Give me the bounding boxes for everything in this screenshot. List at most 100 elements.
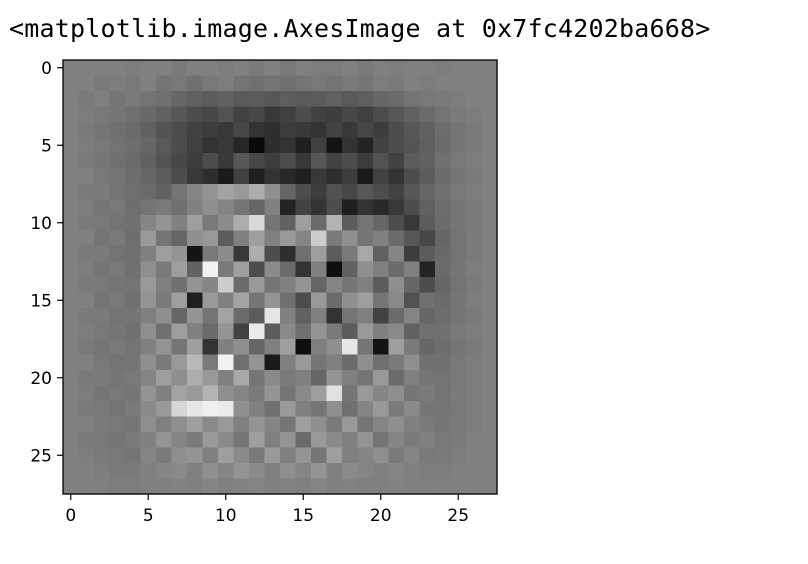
heatmap-cell	[280, 215, 297, 232]
heatmap-cell	[280, 91, 297, 108]
heatmap-cell	[295, 75, 312, 92]
heatmap-cell	[481, 339, 498, 356]
axes-frame	[62, 59, 498, 495]
heatmap-cell	[125, 416, 142, 433]
heatmap-cell	[78, 199, 95, 216]
heatmap-cell	[435, 277, 452, 294]
heatmap-cell	[140, 401, 157, 418]
heatmap-cell	[311, 323, 328, 340]
heatmap-cell	[233, 277, 250, 294]
heatmap-cell	[249, 246, 266, 263]
heatmap-cell	[218, 308, 235, 325]
heatmap-cell	[125, 230, 142, 247]
heatmap-cell	[311, 292, 328, 309]
heatmap-cell	[311, 385, 328, 402]
heatmap-cell	[280, 184, 297, 201]
heatmap-cell	[218, 199, 235, 216]
heatmap-cell	[63, 416, 80, 433]
heatmap-cell	[419, 137, 436, 154]
heatmap-cell	[249, 308, 266, 325]
heatmap-cell	[156, 463, 173, 480]
heatmap-cell	[264, 339, 281, 356]
heatmap-cell	[373, 261, 390, 278]
heatmap-cell	[481, 60, 498, 77]
heatmap-cell	[218, 261, 235, 278]
heatmap-cell	[280, 230, 297, 247]
heatmap-cell	[404, 230, 421, 247]
heatmap-cell	[466, 215, 483, 232]
heatmap-cell	[450, 385, 467, 402]
heatmap-cell	[140, 137, 157, 154]
heatmap-cell	[140, 91, 157, 108]
heatmap-cell	[233, 246, 250, 263]
heatmap-cell	[171, 339, 188, 356]
heatmap-cell	[419, 184, 436, 201]
heatmap-cell	[326, 60, 343, 77]
heatmap-cell	[404, 385, 421, 402]
heatmap-cell	[202, 215, 219, 232]
heatmap-cell	[264, 416, 281, 433]
heatmap-cell	[311, 261, 328, 278]
heatmap-cell	[125, 199, 142, 216]
heatmap-cell	[280, 246, 297, 263]
heatmap-cell	[280, 153, 297, 170]
heatmap-cell	[249, 401, 266, 418]
heatmap-cell	[342, 323, 359, 340]
heatmap-cell	[388, 354, 405, 371]
heatmap-cell	[419, 308, 436, 325]
heatmap-cell	[218, 230, 235, 247]
heatmap-cell	[156, 292, 173, 309]
heatmap-cell	[202, 323, 219, 340]
heatmap-cell	[125, 246, 142, 263]
heatmap-cell	[94, 385, 111, 402]
heatmap-cell	[63, 91, 80, 108]
heatmap-cell	[249, 106, 266, 123]
heatmap-cell	[94, 215, 111, 232]
heatmap-cell	[264, 463, 281, 480]
heatmap-cell	[156, 277, 173, 294]
heatmap-cell	[311, 308, 328, 325]
y-tick-label: 5	[41, 136, 52, 156]
heatmap-cell	[187, 60, 204, 77]
heatmap-cell	[419, 261, 436, 278]
heatmap-cell	[202, 292, 219, 309]
heatmap-cell	[481, 246, 498, 263]
heatmap-cell	[435, 323, 452, 340]
heatmap-cell	[373, 199, 390, 216]
heatmap-cell	[481, 106, 498, 123]
heatmap-cell	[156, 91, 173, 108]
heatmap-cell	[404, 463, 421, 480]
heatmap-cell	[202, 75, 219, 92]
heatmap-cell	[435, 215, 452, 232]
heatmap-cell	[187, 401, 204, 418]
heatmap-cell	[94, 230, 111, 247]
heatmap-cell	[326, 137, 343, 154]
heatmap-cell	[125, 184, 142, 201]
heatmap-cell	[326, 199, 343, 216]
heatmap-cell	[357, 137, 374, 154]
heatmap-cell	[218, 106, 235, 123]
heatmap-cell	[187, 308, 204, 325]
heatmap-cell	[311, 246, 328, 263]
heatmap-cell	[280, 308, 297, 325]
heatmap-cell	[450, 137, 467, 154]
heatmap-cell	[481, 277, 498, 294]
heatmap-cell	[357, 122, 374, 139]
heatmap-cell	[466, 292, 483, 309]
heatmap-cell	[481, 463, 498, 480]
heatmap-cell	[311, 122, 328, 139]
heatmap-cell	[326, 323, 343, 340]
heatmap-cell	[404, 60, 421, 77]
heatmap-cell	[140, 75, 157, 92]
heatmap-cell	[94, 292, 111, 309]
heatmap-cell	[311, 60, 328, 77]
heatmap-cell	[466, 401, 483, 418]
heatmap-cell	[450, 168, 467, 185]
heatmap-cell	[171, 478, 188, 495]
heatmap-cell	[249, 463, 266, 480]
heatmap-cell	[404, 184, 421, 201]
heatmap-cell	[404, 447, 421, 464]
heatmap-cell	[404, 292, 421, 309]
heatmap-cell	[94, 416, 111, 433]
heatmap-cell	[187, 416, 204, 433]
